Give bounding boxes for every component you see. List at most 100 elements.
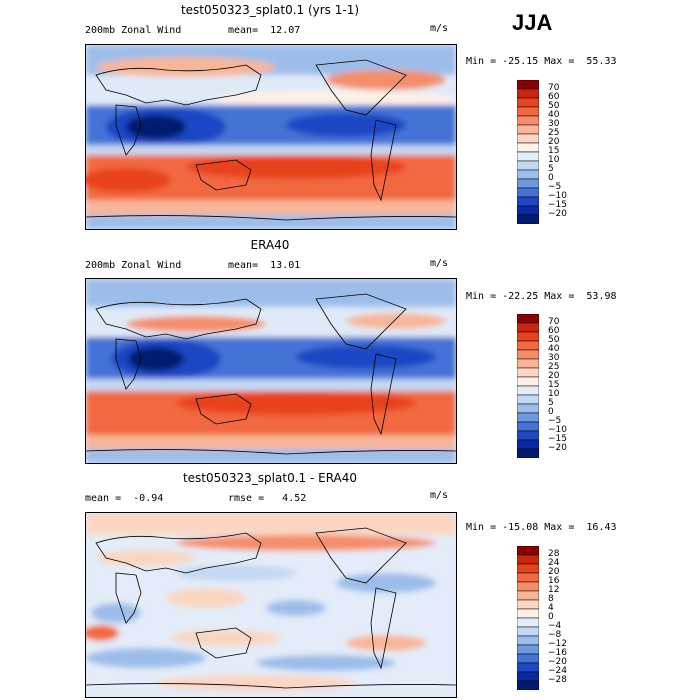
colorbar-tick-label: 5 xyxy=(548,398,554,408)
panel-2-mean: mean= 13.01 xyxy=(228,260,301,271)
colorbar-swatch xyxy=(516,169,540,180)
panel-1-map xyxy=(85,44,457,230)
panel-3-mean: mean = -0.94 xyxy=(85,493,164,504)
colorbar-tick-label: 4 xyxy=(548,603,554,613)
colorbar-tick-label: −20 xyxy=(548,443,567,453)
colorbar-swatch xyxy=(516,205,540,216)
colorbar-swatch xyxy=(516,367,540,378)
colorbar-swatch xyxy=(516,178,540,189)
colorbar-tick-label: 20 xyxy=(548,567,560,577)
colorbar-swatch xyxy=(516,97,540,108)
colorbar-tick-label: −16 xyxy=(548,648,567,658)
colorbar-tick-label: −28 xyxy=(548,675,567,685)
panel-2-colorbar-labels: 70 60 50 40 30 25 20 15 10 5 0 −5 −10 −15 −20 xyxy=(548,314,588,458)
panel-1-left-text: 200mb Zonal Wind xyxy=(85,25,182,36)
colorbar-swatch xyxy=(516,626,540,637)
colorbar-tick-label: −20 xyxy=(548,209,567,219)
colorbar-tick-label: 50 xyxy=(548,335,560,345)
panel-3-title: test050323_splat0.1 - ERA40 xyxy=(182,471,358,485)
colorbar-swatch xyxy=(516,653,540,664)
season-label: JJA xyxy=(512,10,553,35)
panel-2-units: m/s xyxy=(430,258,449,269)
colorbar-swatch xyxy=(516,376,540,387)
colorbar-swatch xyxy=(516,644,540,655)
colorbar-swatch xyxy=(516,331,540,342)
colorbar-tick-label: 25 xyxy=(548,362,560,372)
colorbar-swatch xyxy=(516,608,540,619)
colorbar-swatch xyxy=(516,340,540,351)
panel-1-coastlines xyxy=(86,59,456,221)
colorbar-tick-label: −15 xyxy=(548,434,567,444)
colorbar-tick-label: 8 xyxy=(548,594,554,604)
panel-2-minmax: Min = -22.25 Max = 53.98 xyxy=(466,291,617,302)
colorbar-tick-label: 30 xyxy=(548,353,560,363)
colorbar-tick-label: −20 xyxy=(548,657,567,667)
colorbar-swatch xyxy=(516,124,540,135)
colorbar-swatch xyxy=(516,617,540,628)
colorbar-tick-label: 15 xyxy=(548,380,560,390)
panel-3-units: m/s xyxy=(430,490,449,501)
colorbar-tick-label: −5 xyxy=(548,182,562,192)
colorbar-swatch xyxy=(516,671,540,682)
colorbar-swatch xyxy=(516,160,540,171)
colorbar-swatch xyxy=(516,635,540,646)
colorbar-swatch xyxy=(516,680,540,691)
panel-3-colorbar xyxy=(516,545,540,691)
colorbar-swatch xyxy=(516,554,540,565)
panel-3-colorbar-labels: 28 24 20 16 12 8 4 0 −4 −8 −12 −16 −20 −24 −28 xyxy=(548,546,588,690)
colorbar-tick-label: 40 xyxy=(548,344,560,354)
colorbar-tick-label: 12 xyxy=(548,585,560,595)
panel-2-coastlines xyxy=(86,293,456,455)
colorbar-swatch xyxy=(516,394,540,405)
panel-2-colorbar xyxy=(516,313,540,459)
panel-1-minmax: Min = -25.15 Max = 55.33 xyxy=(466,56,617,67)
colorbar-swatch xyxy=(516,358,540,369)
colorbar-swatch xyxy=(516,151,540,162)
colorbar-swatch xyxy=(516,322,540,333)
colorbar-tick-label: 50 xyxy=(548,101,560,111)
colorbar-tick-label: 28 xyxy=(548,549,560,559)
colorbar-tick-label: 0 xyxy=(548,173,554,183)
colorbar-swatch xyxy=(516,662,540,673)
panel-3-coastlines xyxy=(86,527,456,689)
colorbar-swatch xyxy=(516,214,540,225)
colorbar-tick-label: −8 xyxy=(548,630,562,640)
colorbar-swatch xyxy=(516,88,540,99)
colorbar-tick-label: −10 xyxy=(548,191,567,201)
panel-1-title: test050323_splat0.1 (yrs 1-1) xyxy=(180,3,360,17)
colorbar-tick-label: 10 xyxy=(548,389,560,399)
colorbar-swatch xyxy=(516,106,540,117)
colorbar-swatch xyxy=(516,430,540,441)
colorbar-tick-label: 40 xyxy=(548,110,560,120)
panel-1-mean: mean= 12.07 xyxy=(228,25,301,36)
colorbar-swatch xyxy=(516,133,540,144)
colorbar-tick-label: 60 xyxy=(548,92,560,102)
colorbar-tick-label: 5 xyxy=(548,164,554,174)
panel-2-map xyxy=(85,278,457,464)
colorbar-swatch xyxy=(516,385,540,396)
colorbar-tick-label: 0 xyxy=(548,407,554,417)
colorbar-tick-label: 20 xyxy=(548,137,560,147)
colorbar-swatch xyxy=(516,115,540,126)
colorbar-swatch xyxy=(516,412,540,423)
panel-1-units: m/s xyxy=(430,23,449,34)
colorbar-tick-label: 24 xyxy=(548,558,560,568)
colorbar-tick-label: 0 xyxy=(548,612,554,622)
colorbar-swatch xyxy=(516,545,540,556)
colorbar-swatch xyxy=(516,572,540,583)
panel-3-minmax: Min = -15.08 Max = 16.43 xyxy=(466,522,617,533)
colorbar-swatch xyxy=(516,590,540,601)
colorbar-swatch xyxy=(516,79,540,90)
colorbar-tick-label: 30 xyxy=(548,119,560,129)
colorbar-tick-label: −12 xyxy=(548,639,567,649)
colorbar-swatch xyxy=(516,563,540,574)
colorbar-tick-label: 15 xyxy=(548,146,560,156)
colorbar-swatch xyxy=(516,421,540,432)
colorbar-swatch xyxy=(516,439,540,450)
colorbar-tick-label: 60 xyxy=(548,326,560,336)
colorbar-swatch xyxy=(516,599,540,610)
colorbar-tick-label: −5 xyxy=(548,416,562,426)
colorbar-tick-label: −4 xyxy=(548,621,562,631)
colorbar-tick-label: 70 xyxy=(548,83,560,93)
colorbar-tick-label: 16 xyxy=(548,576,560,586)
